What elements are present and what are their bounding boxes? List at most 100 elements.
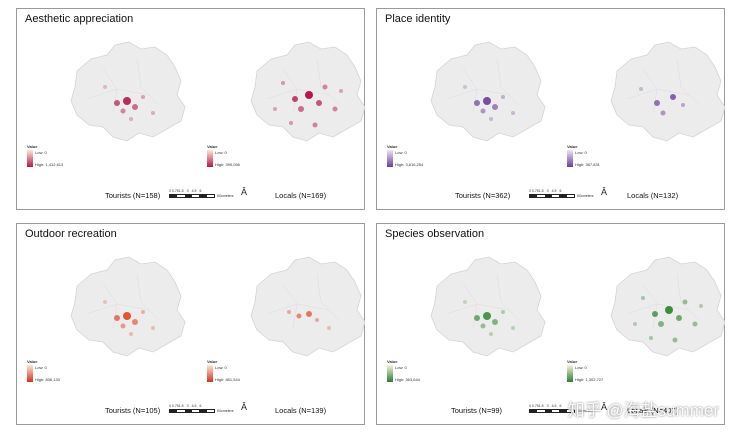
hotspot (474, 100, 480, 106)
hotspot (489, 332, 493, 336)
caption-locals: Locals (N=139) (275, 406, 327, 415)
legend-high: High: 387,831 (575, 162, 600, 167)
map-tourists (70, 41, 186, 142)
legend-high: High: 851,544 (215, 377, 240, 382)
hotspot (103, 300, 107, 304)
map-locals (250, 256, 366, 357)
hotspot (682, 299, 688, 305)
legend-tourists: Value Low: 0 High: 836,133 (27, 359, 60, 382)
legend-high: High: 395,056 (215, 162, 240, 167)
hotspot (332, 106, 338, 112)
map-canvas (70, 256, 366, 357)
scale-bar: 0 0.751.5 3 4.5 6 Kilometers (529, 404, 594, 413)
map-tourists (70, 256, 186, 357)
caption-tourists: Tourists (N=362) (455, 191, 511, 200)
hotspot (281, 81, 285, 85)
north-arrow-icon: Â (241, 402, 248, 412)
hotspot (676, 315, 682, 321)
legend-high: High: 363,644 (395, 377, 420, 382)
legend-title: Value (387, 144, 398, 149)
panel-species-observation: Species observation Value Low: 0 High: 36… (376, 223, 726, 425)
caption-locals: Locals (N=132) (627, 191, 679, 200)
hotspot (129, 332, 133, 336)
legend-tourists: Value Low: 0 High: 1,412,613 (27, 144, 63, 167)
district-line (136, 58, 160, 106)
scale-bar: 0 0.751.5 3 4.5 6 Kilometers (169, 404, 234, 413)
panel-title: Outdoor recreation (25, 228, 117, 240)
hotspot (681, 103, 685, 107)
legend-title: Value (207, 144, 218, 149)
hotspot (633, 322, 637, 326)
hotspot (652, 311, 658, 317)
legend-title: Value (207, 359, 218, 364)
hotspot (141, 95, 145, 99)
caption-tourists: Tourists (N=158) (105, 191, 161, 200)
hotspot (298, 106, 304, 112)
hotspot (483, 97, 491, 105)
legend-ramp (567, 150, 573, 167)
panel-place-identity: Place identity Value Low: 0 High: 3,616,2… (376, 8, 726, 210)
caption-tourists: Tourists (N=99) (451, 406, 503, 415)
district-line (86, 88, 150, 100)
district-line (676, 58, 700, 106)
district-line (446, 88, 510, 100)
district-line (136, 273, 160, 321)
hotspot (114, 100, 120, 106)
map-locals (610, 256, 726, 357)
caption-tourists: Tourists (N=105) (105, 406, 161, 415)
hotspot (501, 95, 505, 99)
map-tourists (430, 256, 546, 357)
legend-title: Value (567, 359, 578, 364)
panel-aesthetic-appreciation: Aesthetic appreciation Value Low: 0 High:… (16, 8, 366, 210)
district-line (446, 303, 510, 315)
city-boundary (70, 41, 186, 142)
hotspot (120, 323, 126, 329)
legend-low: Low: 0 (395, 150, 407, 155)
district-line (626, 303, 690, 315)
legend-title: Value (27, 144, 38, 149)
hotspot (649, 336, 653, 340)
map-tourists (430, 41, 546, 142)
panel-title: Aesthetic appreciation (25, 13, 134, 25)
map-canvas (430, 41, 726, 142)
hotspot (463, 300, 467, 304)
legend-ramp (207, 150, 213, 167)
city-boundary (250, 256, 366, 357)
legend-locals: Value Low: 0 High: 851,544 (207, 359, 240, 382)
legend-ramp (387, 365, 393, 382)
hotspot (141, 310, 145, 314)
legend-tourists: Value Low: 0 High: 363,644 (387, 359, 420, 382)
legend-locals: Value Low: 0 High: 387,831 (567, 144, 600, 167)
legend-low: Low: 0 (575, 150, 587, 155)
caption-locals: Locals (N=407) (627, 406, 679, 415)
legend-ramp (567, 365, 573, 382)
legend-ramp (207, 365, 213, 382)
hotspot (670, 94, 676, 100)
legend-low: Low: 0 (395, 365, 407, 370)
hotspot (672, 337, 678, 343)
north-arrow-icon: Â (241, 187, 248, 197)
legend-high: High: 1,412,613 (35, 162, 64, 167)
hotspot (692, 321, 698, 327)
map-locals (250, 41, 366, 142)
hotspot (480, 323, 486, 329)
watermark: 知乎 @海盐summer (567, 401, 719, 420)
hotspot (492, 319, 498, 325)
district-line (86, 303, 150, 315)
hotspot (273, 107, 277, 111)
hotspot (120, 108, 126, 114)
district-line (266, 303, 330, 315)
panel-title: Species observation (385, 228, 485, 240)
hotspot (151, 111, 155, 115)
map-canvas (430, 256, 726, 357)
hotspot (339, 89, 343, 93)
district-line (626, 88, 690, 100)
district-line (496, 273, 520, 321)
hotspot (129, 117, 133, 121)
hotspot (327, 326, 331, 330)
hotspot (492, 104, 498, 110)
district-line (316, 273, 340, 321)
hotspot (306, 311, 312, 317)
legend-low: Low: 0 (215, 150, 227, 155)
north-arrow-icon: Â (601, 187, 608, 197)
